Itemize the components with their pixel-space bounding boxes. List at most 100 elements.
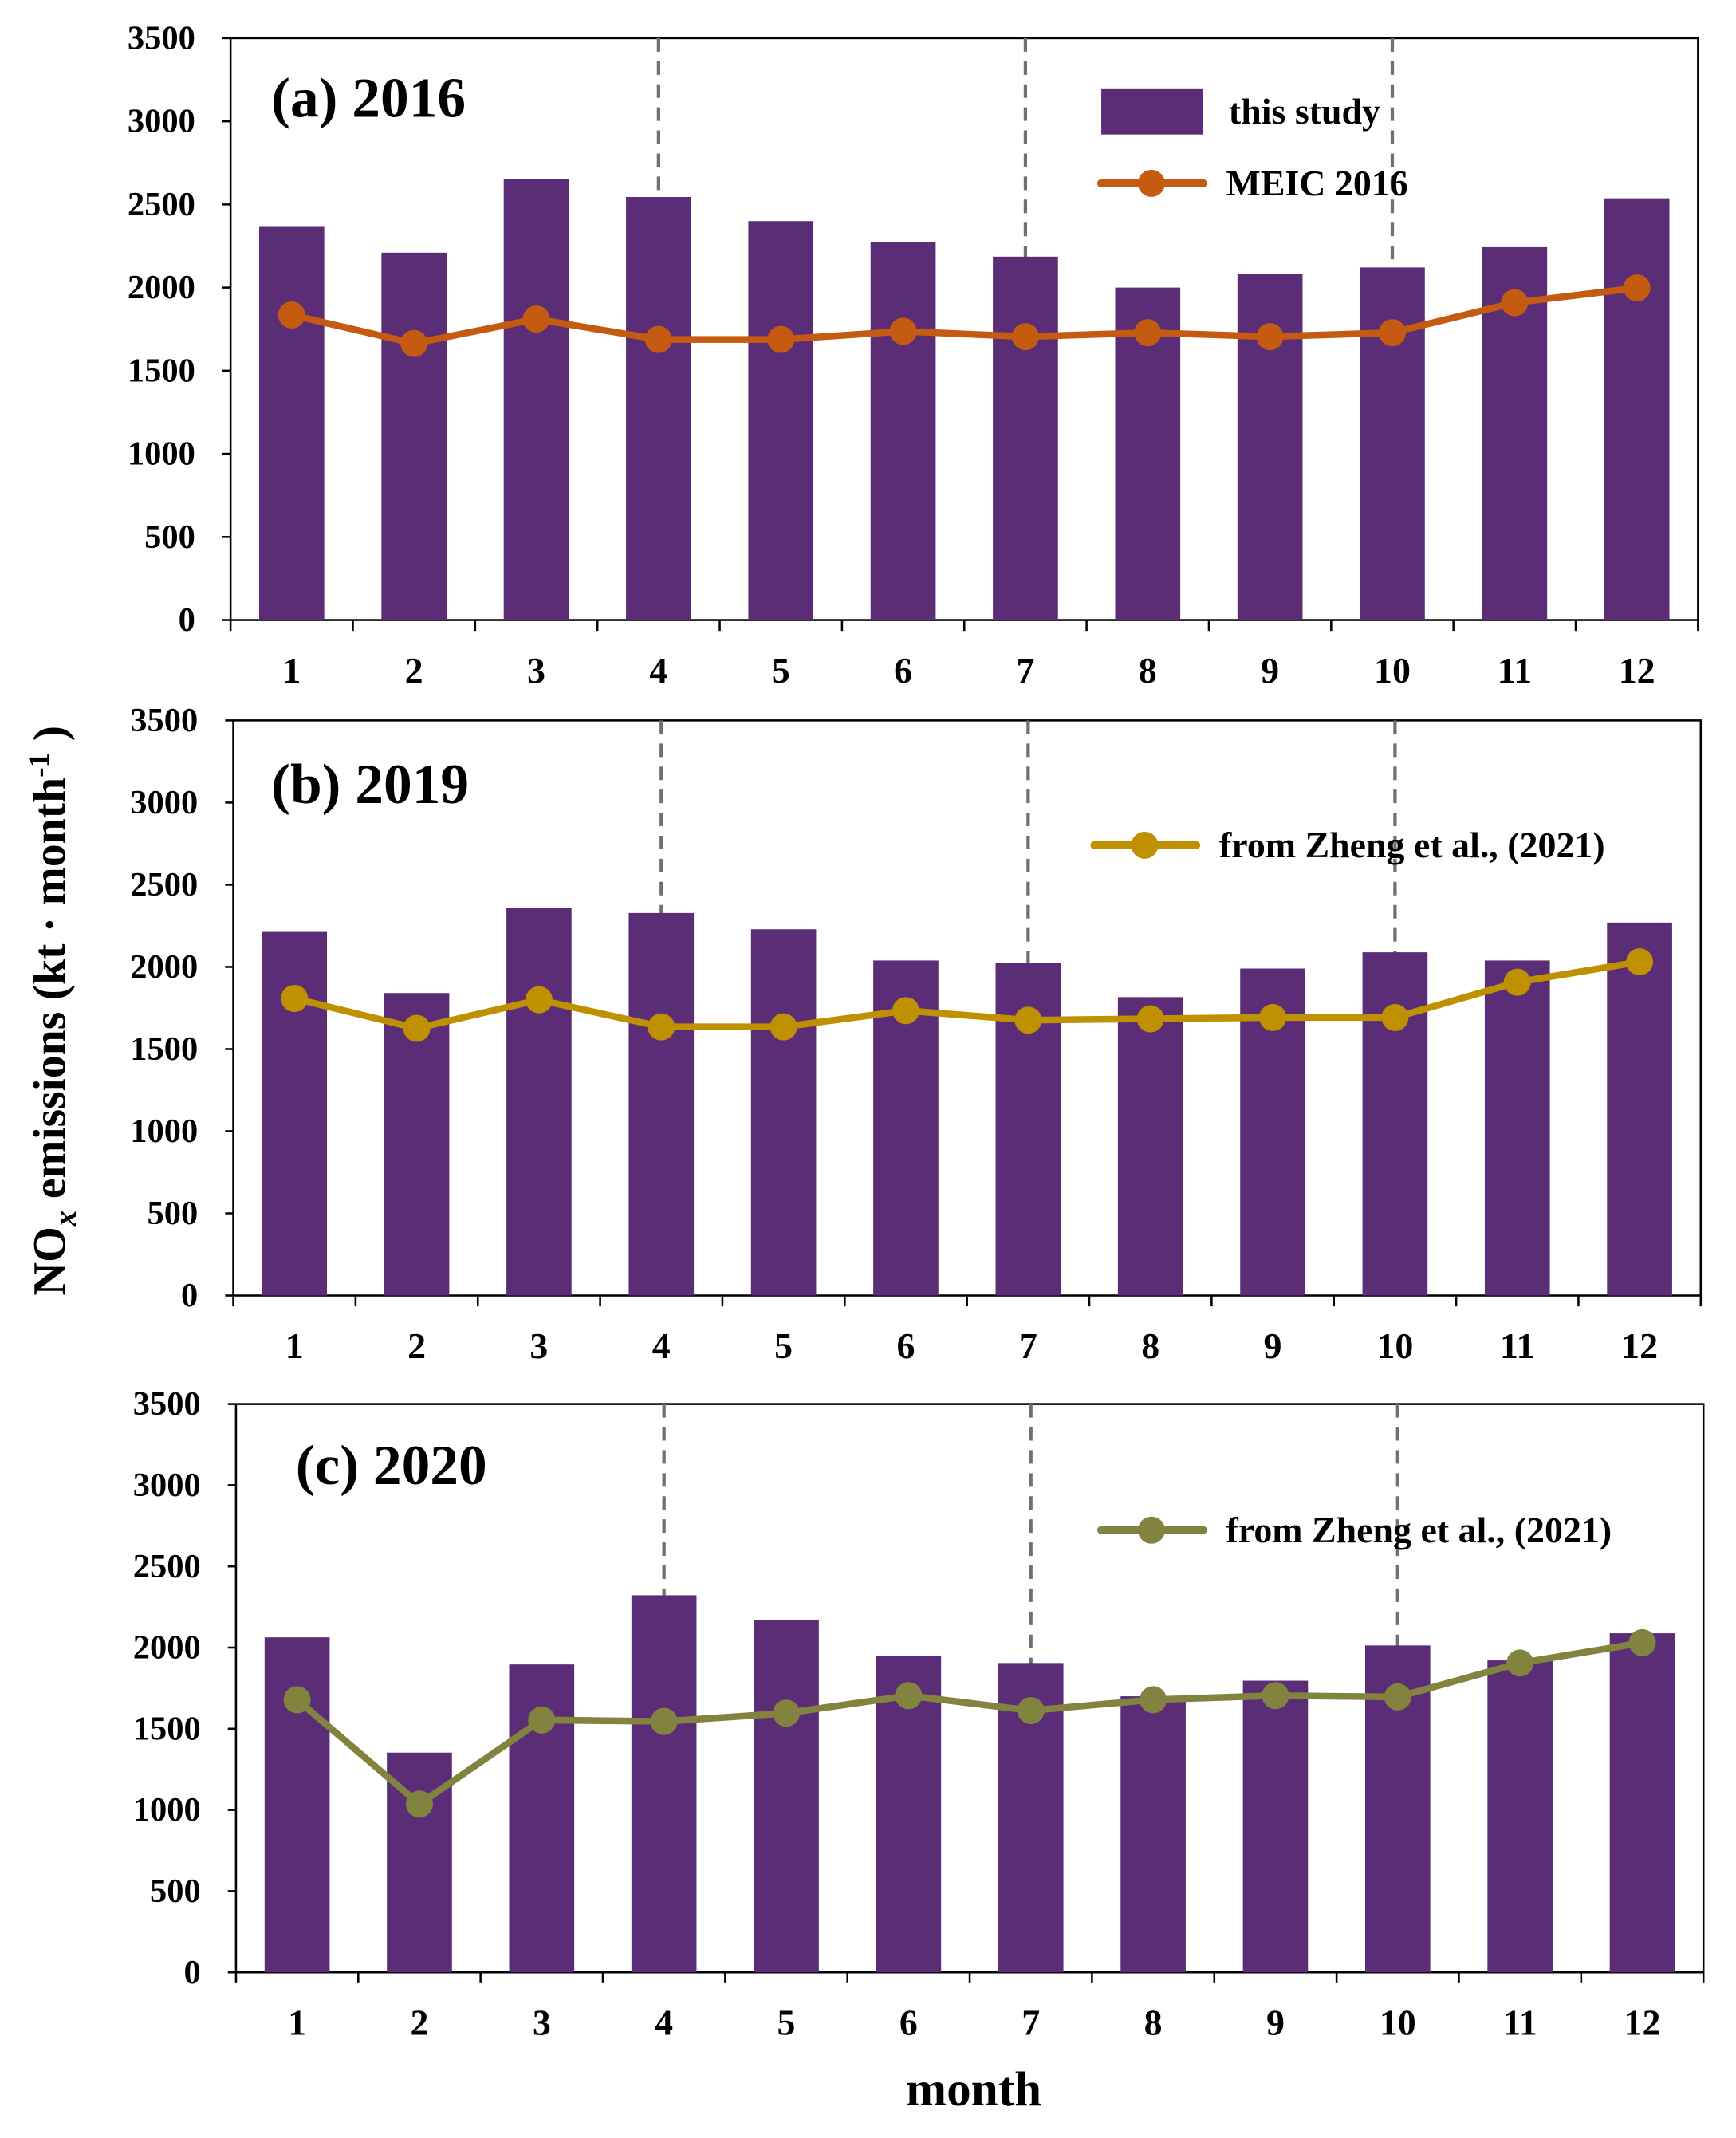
line-point-month-1 xyxy=(278,301,305,329)
y-tick-label: 3500 xyxy=(130,702,198,739)
line-point-month-11 xyxy=(1506,1649,1534,1677)
x-tick-label: 4 xyxy=(652,1325,671,1366)
line-point-month-10 xyxy=(1381,1003,1409,1031)
bar-month-6 xyxy=(870,242,936,620)
line-point-month-10 xyxy=(1384,1683,1411,1711)
x-tick-label: 12 xyxy=(1621,1325,1658,1366)
x-tick-label: 12 xyxy=(1624,2002,1661,2042)
x-tick-label: 9 xyxy=(1266,2002,1285,2042)
y-axis-label: NOx emissions (kt · month-1 ) xyxy=(23,726,83,1296)
x-tick-label: 8 xyxy=(1139,650,1157,691)
line-point-month-5 xyxy=(770,1013,797,1041)
bar-month-4 xyxy=(626,196,691,620)
bar-month-7 xyxy=(993,256,1058,620)
x-tick-label: 1 xyxy=(285,1325,304,1366)
line-point-month-12 xyxy=(1628,1628,1656,1656)
line-point-month-12 xyxy=(1626,948,1654,976)
line-point-month-6 xyxy=(889,317,917,345)
y-tick-label: 2500 xyxy=(133,1548,201,1585)
bar-month-12 xyxy=(1604,198,1670,620)
line-point-month-4 xyxy=(650,1707,678,1735)
bar-month-4 xyxy=(631,1595,697,1973)
y-tick-label: 3500 xyxy=(128,20,195,57)
line-point-month-11 xyxy=(1501,289,1529,317)
line-point-month-4 xyxy=(648,1013,675,1041)
line-point-month-11 xyxy=(1503,968,1531,996)
x-tick-label: 3 xyxy=(529,1325,548,1366)
line-point-month-2 xyxy=(405,1790,433,1818)
x-tick-label: 3 xyxy=(533,2002,551,2042)
x-tick-label: 6 xyxy=(899,2002,918,2042)
x-tick-label: 2 xyxy=(407,1325,426,1366)
line-point-month-7 xyxy=(1011,323,1039,351)
x-tick-label: 9 xyxy=(1261,650,1279,691)
bar-month-8 xyxy=(1120,1696,1186,1973)
x-tick-label: 4 xyxy=(649,650,667,691)
x-tick-label: 2 xyxy=(405,650,423,691)
x-tick-label: 10 xyxy=(1374,650,1411,691)
line-point-month-3 xyxy=(525,986,553,1014)
legend-swatch-marker xyxy=(1137,169,1165,197)
series-line xyxy=(294,1639,1643,1808)
panel-title: (c) 2020 xyxy=(296,1434,487,1497)
line-point-month-7 xyxy=(1014,1006,1042,1034)
x-tick-label: 11 xyxy=(1502,2002,1537,2042)
y-tick-label: 3000 xyxy=(130,784,198,821)
bar-month-2 xyxy=(384,993,450,1296)
bar-month-1 xyxy=(258,226,325,620)
x-tick-label: 7 xyxy=(1016,650,1034,691)
legend-label: from Zheng et al., (2021) xyxy=(1219,825,1605,865)
panel-title: (a) 2016 xyxy=(271,67,466,130)
legend-label: MEIC 2016 xyxy=(1226,163,1408,203)
line-point-month-7 xyxy=(1017,1696,1045,1725)
x-axis-label: month xyxy=(906,2062,1041,2116)
x-tick-label: 11 xyxy=(1498,650,1532,691)
bar-month-5 xyxy=(748,221,814,620)
legend-swatch-marker xyxy=(1137,1516,1165,1544)
bar-month-3 xyxy=(506,908,572,1296)
x-tick-label: 7 xyxy=(1019,1325,1037,1366)
x-tick-label: 1 xyxy=(282,650,301,691)
y-tick-label: 2000 xyxy=(128,269,195,306)
line-point-month-5 xyxy=(767,325,795,353)
line-point-month-10 xyxy=(1378,319,1407,347)
line-point-month-8 xyxy=(1136,1005,1164,1033)
bar-month-5 xyxy=(750,929,817,1296)
bar-month-11 xyxy=(1484,960,1550,1296)
line-point-month-8 xyxy=(1140,1686,1167,1714)
line-point-month-9 xyxy=(1256,323,1284,351)
x-tick-label: 10 xyxy=(1380,2002,1416,2042)
legend: from Zheng et al., (2021) xyxy=(1090,825,1605,865)
x-tick-label: 6 xyxy=(897,1325,915,1366)
line-point-month-6 xyxy=(892,997,919,1025)
legend: from Zheng et al., (2021) xyxy=(1096,1510,1612,1550)
y-tick-label: 1000 xyxy=(130,1112,198,1150)
panel-title: (b) 2019 xyxy=(271,753,469,816)
y-tick-label: 3000 xyxy=(128,103,195,140)
x-tick-label: 5 xyxy=(777,2002,796,2042)
line-point-month-6 xyxy=(895,1682,923,1710)
legend-label: this study xyxy=(1229,91,1380,132)
x-tick-label: 2 xyxy=(410,2002,428,2042)
line-point-month-2 xyxy=(400,329,428,357)
x-tick-label: 3 xyxy=(527,650,545,691)
legend-swatch-marker xyxy=(1131,831,1159,859)
y-tick-label: 0 xyxy=(183,1954,200,1991)
x-tick-label: 7 xyxy=(1022,2002,1040,2042)
y-tick-label: 1000 xyxy=(128,435,195,473)
line-point-month-1 xyxy=(283,1686,311,1714)
y-tick-label: 0 xyxy=(181,1277,198,1314)
line-point-month-1 xyxy=(281,985,309,1013)
y-tick-label: 1500 xyxy=(128,352,195,389)
x-tick-label: 5 xyxy=(774,1325,793,1366)
y-tick-label: 3000 xyxy=(133,1467,201,1504)
bar-month-5 xyxy=(754,1619,819,1973)
y-tick-label: 500 xyxy=(150,1872,201,1910)
line-point-month-3 xyxy=(528,1706,556,1734)
y-tick-label: 2000 xyxy=(133,1629,201,1667)
legend: this study MEIC 2016 xyxy=(1096,88,1408,203)
line-point-month-2 xyxy=(403,1014,431,1042)
line-point-month-8 xyxy=(1134,319,1162,347)
bar-month-12 xyxy=(1609,1633,1675,1973)
x-tick-label: 12 xyxy=(1619,650,1655,691)
